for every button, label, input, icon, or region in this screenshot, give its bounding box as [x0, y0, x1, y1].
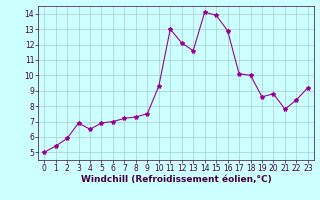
X-axis label: Windchill (Refroidissement éolien,°C): Windchill (Refroidissement éolien,°C): [81, 175, 271, 184]
